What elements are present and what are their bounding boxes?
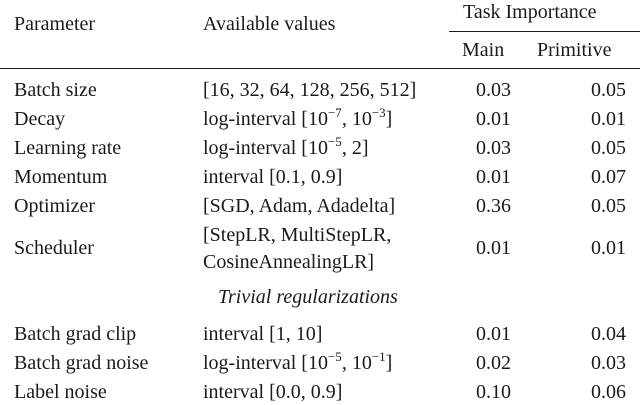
row-main: 0.03 <box>476 79 511 101</box>
row-parameter: Scheduler <box>14 237 94 259</box>
header-main: Main <box>462 39 505 61</box>
row-main: 0.01 <box>476 166 511 188</box>
row-parameter: Batch size <box>14 79 97 101</box>
header-parameter: Parameter <box>14 13 96 35</box>
row-primitive: 0.01 <box>591 237 626 259</box>
row-values: log-interval [10−5, 10−1] <box>203 349 393 374</box>
row-parameter: Learning rate <box>14 137 122 159</box>
header-task-importance: Task Importance <box>463 1 597 23</box>
row-primitive: 0.07 <box>591 166 626 188</box>
row-main: 0.01 <box>476 323 511 345</box>
row-values: interval [0.0, 0.9] <box>203 381 343 403</box>
row-values: [SGD, Adam, Adadelta] <box>203 195 396 217</box>
row-primitive: 0.06 <box>591 381 626 403</box>
header-subrule <box>449 31 640 32</box>
header-available-values: Available values <box>203 13 336 35</box>
row-values: [16, 32, 64, 128, 256, 512] <box>203 79 417 101</box>
row-primitive: 0.04 <box>591 323 626 345</box>
row-parameter: Optimizer <box>14 195 96 217</box>
row-values-line1: [StepLR, MultiStepLR, <box>203 224 392 246</box>
section-label: Trivial regularizations <box>218 286 398 308</box>
header-rule <box>0 68 640 69</box>
row-main: 0.36 <box>476 195 511 217</box>
row-values: interval [0.1, 0.9] <box>203 166 343 188</box>
row-values: log-interval [10−5, 2] <box>203 134 369 159</box>
row-primitive: 0.03 <box>591 352 626 374</box>
row-values: log-interval [10−7, 10−3] <box>203 105 393 130</box>
row-primitive: 0.05 <box>591 137 626 159</box>
header-primitive: Primitive <box>537 39 612 61</box>
row-main: 0.02 <box>476 352 511 374</box>
row-main: 0.01 <box>476 237 511 259</box>
row-main: 0.10 <box>476 381 511 403</box>
row-primitive: 0.05 <box>591 79 626 101</box>
row-parameter: Label noise <box>14 381 107 403</box>
row-values: interval [1, 10] <box>203 323 323 345</box>
row-parameter: Decay <box>14 108 66 130</box>
row-main: 0.03 <box>476 137 511 159</box>
row-parameter: Batch grad noise <box>14 352 149 374</box>
row-values-line2: CosineAnnealingLR] <box>203 251 375 273</box>
row-parameter: Momentum <box>14 166 108 188</box>
row-parameter: Batch grad clip <box>14 323 137 345</box>
row-primitive: 0.01 <box>591 108 626 130</box>
row-main: 0.01 <box>476 108 511 130</box>
row-primitive: 0.05 <box>591 195 626 217</box>
